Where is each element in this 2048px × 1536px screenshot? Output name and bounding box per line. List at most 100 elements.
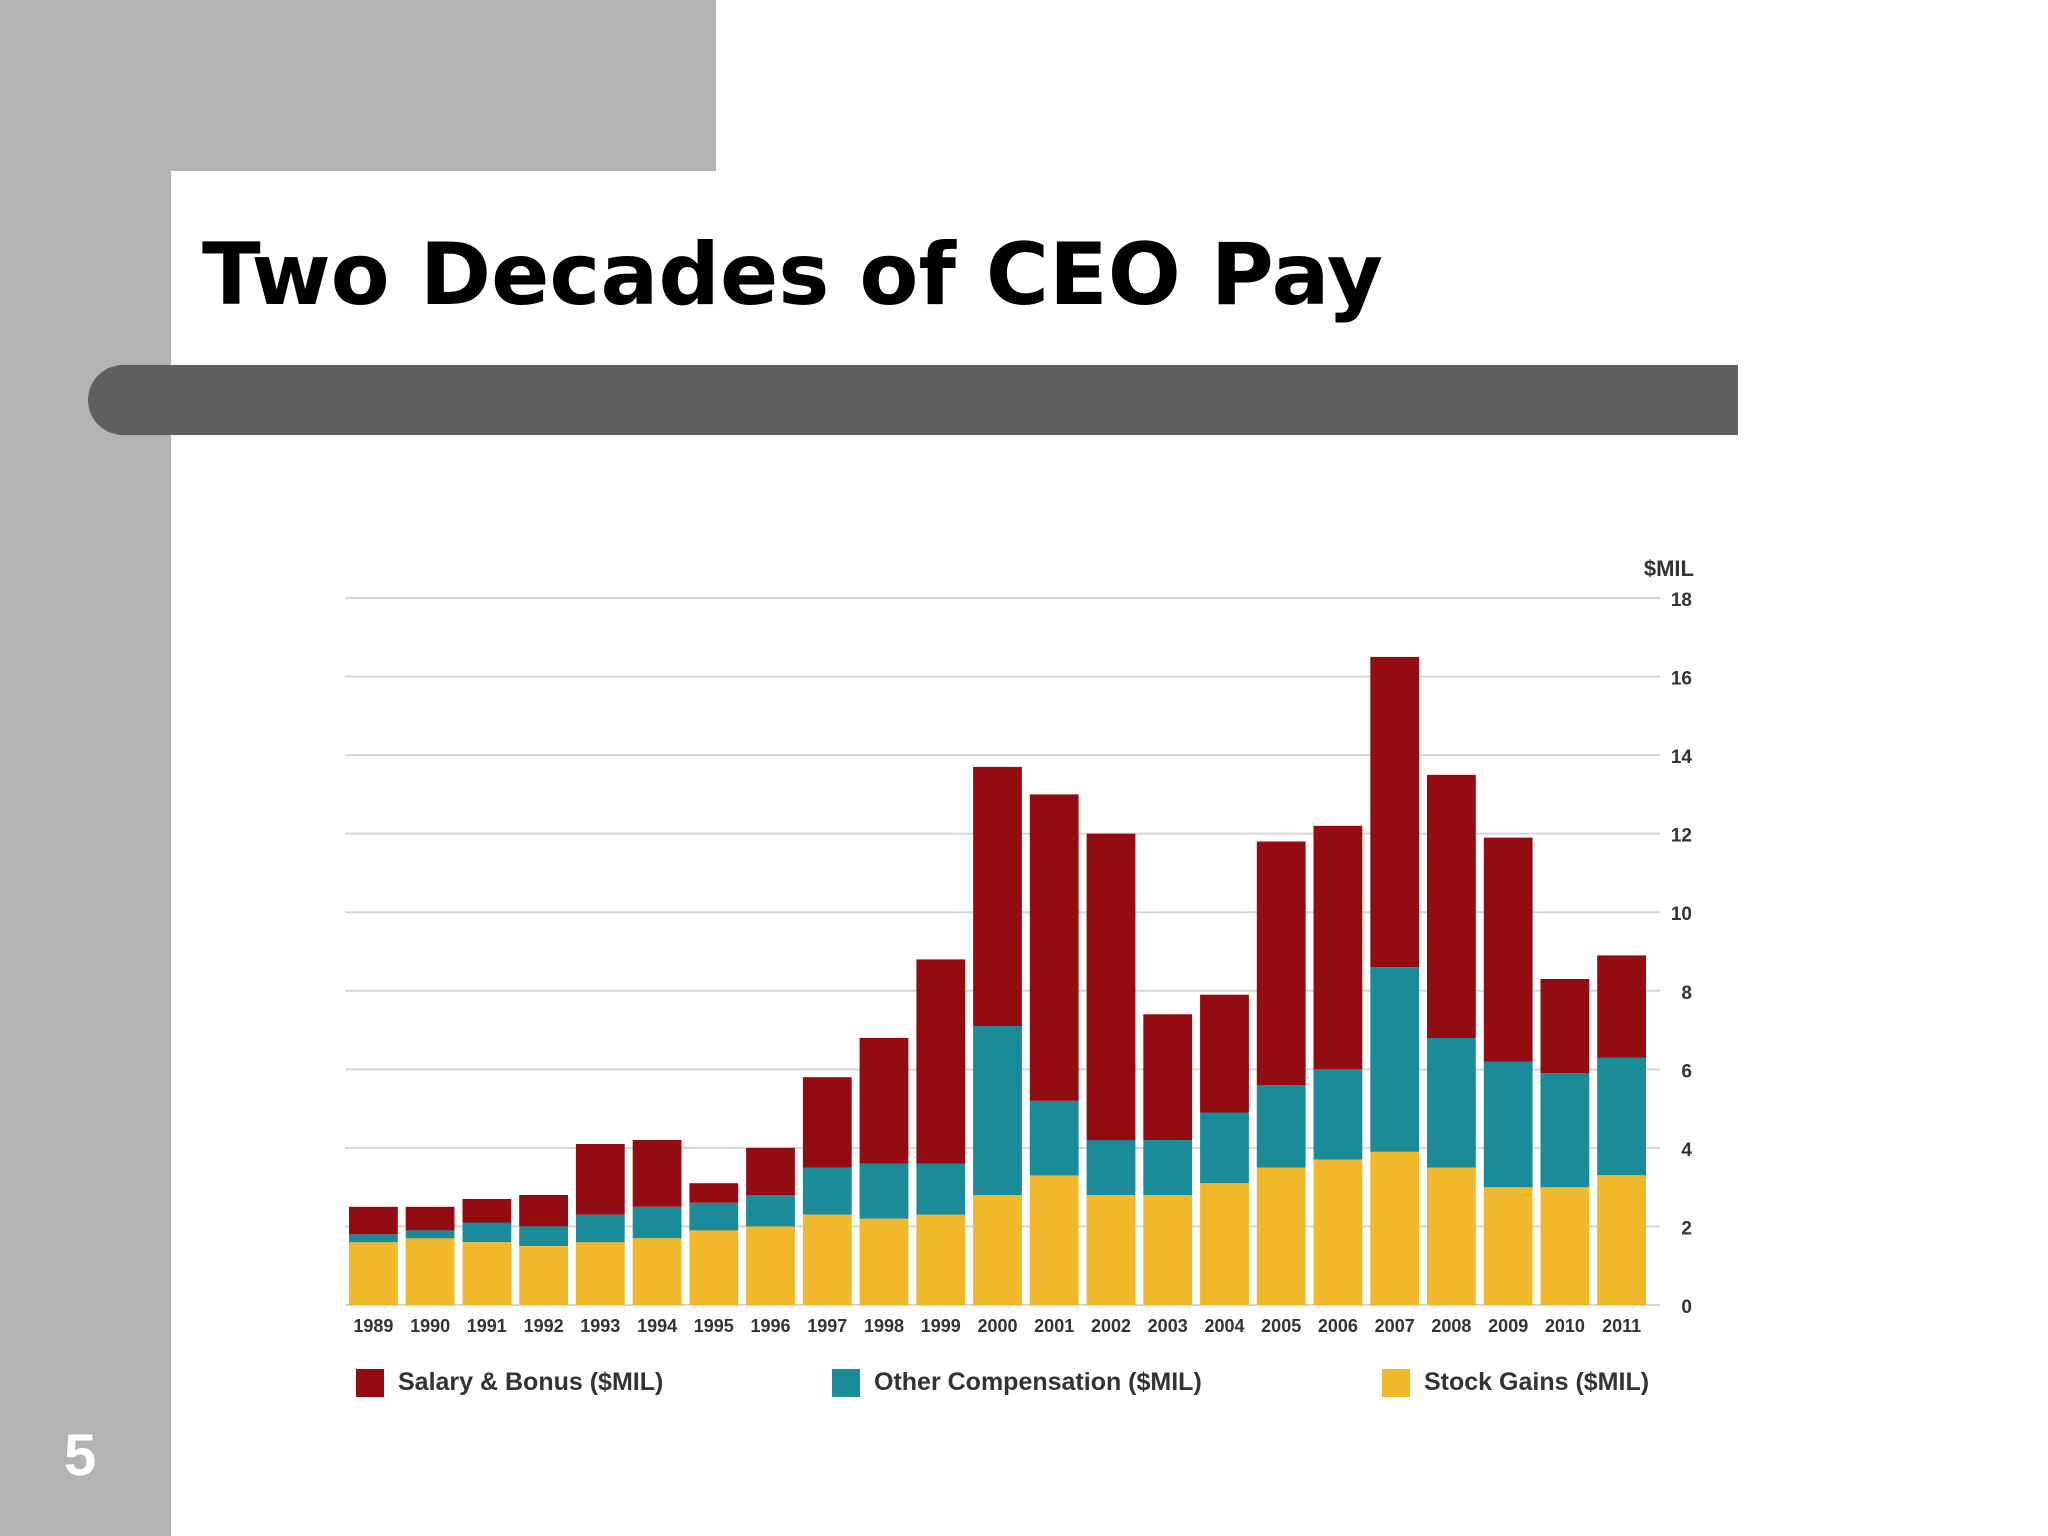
bar-salary-2008 xyxy=(1427,774,1476,1038)
bar-stock-2003 xyxy=(1143,1195,1193,1305)
x-tick-label: 2010 xyxy=(1545,1316,1585,1336)
x-tick-labels: 1989 1990 1991 1992 1993 1994 1995 1996 1997 1998… xyxy=(353,1316,1641,1336)
legend-label-salary: Salary & Bonus ($MIL) xyxy=(398,1368,664,1396)
y-tick-label: 18 xyxy=(1671,590,1692,611)
x-tick-label: 2004 xyxy=(1204,1316,1244,1336)
bar-other-1992 xyxy=(519,1226,568,1246)
bar-other-2009 xyxy=(1483,1061,1533,1188)
bar-stock-2008 xyxy=(1427,1167,1476,1305)
bar-other-1991 xyxy=(462,1222,512,1243)
bar-salary-2011 xyxy=(1597,955,1646,1058)
bar-other-2008 xyxy=(1427,1037,1476,1168)
bar-salary-1990 xyxy=(405,1206,455,1231)
bar-stock-2010 xyxy=(1540,1187,1590,1305)
top-band xyxy=(0,0,716,171)
bar-other-2006 xyxy=(1313,1069,1363,1160)
bar-stock-1995 xyxy=(689,1230,739,1305)
bar-other-2003 xyxy=(1143,1140,1193,1195)
y-unit-label: $MIL xyxy=(1644,556,1694,581)
y-tick-label: 2 xyxy=(1681,1218,1692,1239)
y-tick-label: 4 xyxy=(1681,1140,1692,1161)
x-tick-label: 2009 xyxy=(1488,1316,1528,1336)
legend-swatch-salary xyxy=(356,1368,384,1397)
bar-stock-1998 xyxy=(859,1218,909,1305)
x-tick-label: 2008 xyxy=(1431,1316,1471,1336)
y-tick-label: 12 xyxy=(1671,826,1692,847)
x-tick-label: 2005 xyxy=(1261,1316,1301,1336)
y-tick-label: 8 xyxy=(1681,983,1692,1004)
bar-stock-1994 xyxy=(632,1238,682,1305)
bar-stock-1993 xyxy=(575,1242,625,1305)
bar-salary-1998 xyxy=(859,1037,909,1164)
bar-salary-1996 xyxy=(746,1147,795,1195)
bar-stock-1996 xyxy=(746,1226,795,1305)
legend-item-other: Other Compensation ($MIL) xyxy=(832,1368,1202,1397)
bar-salary-1991 xyxy=(462,1199,512,1223)
bar-other-1995 xyxy=(689,1202,739,1231)
bar-salary-2006 xyxy=(1313,825,1363,1070)
bar-other-1994 xyxy=(632,1206,682,1239)
bar-stock-2006 xyxy=(1313,1159,1363,1305)
bar-other-1997 xyxy=(802,1167,852,1215)
bar-other-2002 xyxy=(1086,1140,1136,1195)
bar-salary-1989 xyxy=(349,1206,398,1235)
bar-stock-2007 xyxy=(1370,1151,1420,1305)
x-tick-label: 2006 xyxy=(1318,1316,1358,1336)
bar-other-1989 xyxy=(349,1234,398,1243)
x-tick-label: 2001 xyxy=(1034,1316,1074,1336)
x-tick-label: 1993 xyxy=(580,1316,620,1336)
x-tick-label: 2007 xyxy=(1375,1316,1415,1336)
bar-salary-1995 xyxy=(689,1183,739,1203)
bars xyxy=(349,656,1646,1305)
bar-other-1998 xyxy=(859,1163,909,1219)
bar-salary-1993 xyxy=(575,1144,625,1215)
bar-stock-1999 xyxy=(916,1214,966,1305)
bar-salary-2000 xyxy=(973,766,1022,1027)
bar-salary-2004 xyxy=(1200,994,1249,1113)
bar-stock-1990 xyxy=(405,1238,455,1305)
x-tick-label: 1998 xyxy=(864,1316,904,1336)
bar-salary-1994 xyxy=(632,1140,682,1207)
bar-stock-2004 xyxy=(1200,1183,1249,1305)
bar-other-2004 xyxy=(1200,1112,1249,1184)
y-tick-labels: 0 2 4 6 8 10 12 14 16 18 xyxy=(1671,590,1693,1318)
x-tick-label: 1991 xyxy=(467,1316,507,1336)
bar-stock-2001 xyxy=(1029,1175,1079,1305)
y-tick-label: 6 xyxy=(1681,1061,1692,1082)
bar-other-1996 xyxy=(746,1195,795,1227)
y-tick-label: 14 xyxy=(1671,747,1693,768)
bar-other-2001 xyxy=(1029,1100,1079,1176)
bar-stock-1991 xyxy=(462,1242,512,1305)
legend-item-stock: Stock Gains ($MIL) xyxy=(1382,1368,1649,1397)
x-tick-label: 2002 xyxy=(1091,1316,1131,1336)
bar-salary-2005 xyxy=(1256,841,1306,1085)
x-tick-label: 1997 xyxy=(807,1316,847,1336)
bar-other-2011 xyxy=(1597,1057,1646,1176)
bar-salary-1999 xyxy=(916,959,966,1164)
bar-stock-1992 xyxy=(519,1246,568,1305)
y-tick-label: 0 xyxy=(1681,1297,1692,1318)
bar-salary-2003 xyxy=(1143,1014,1193,1140)
bar-salary-2009 xyxy=(1483,837,1533,1062)
x-tick-label: 2003 xyxy=(1148,1316,1188,1336)
bar-stock-2005 xyxy=(1256,1167,1306,1305)
bar-stock-2009 xyxy=(1483,1187,1533,1305)
x-tick-label: 1999 xyxy=(921,1316,961,1336)
bar-salary-1992 xyxy=(519,1195,568,1227)
bar-other-2005 xyxy=(1256,1085,1306,1168)
bar-stock-1989 xyxy=(349,1242,398,1305)
bar-salary-2010 xyxy=(1540,979,1590,1074)
bar-stock-2000 xyxy=(973,1195,1022,1305)
x-tick-label: 1995 xyxy=(694,1316,734,1336)
bar-stock-2002 xyxy=(1086,1195,1136,1305)
bar-other-2000 xyxy=(973,1026,1022,1195)
slide-number: 5 xyxy=(64,1423,97,1488)
slide-title: Two Decades of CEO Pay xyxy=(202,225,1383,325)
bar-salary-2002 xyxy=(1086,833,1136,1141)
x-tick-label: 2000 xyxy=(977,1316,1017,1336)
bar-other-2007 xyxy=(1370,967,1420,1152)
legend-swatch-stock xyxy=(1382,1368,1410,1397)
bar-stock-1997 xyxy=(802,1214,852,1305)
x-tick-label: 1994 xyxy=(637,1316,677,1336)
